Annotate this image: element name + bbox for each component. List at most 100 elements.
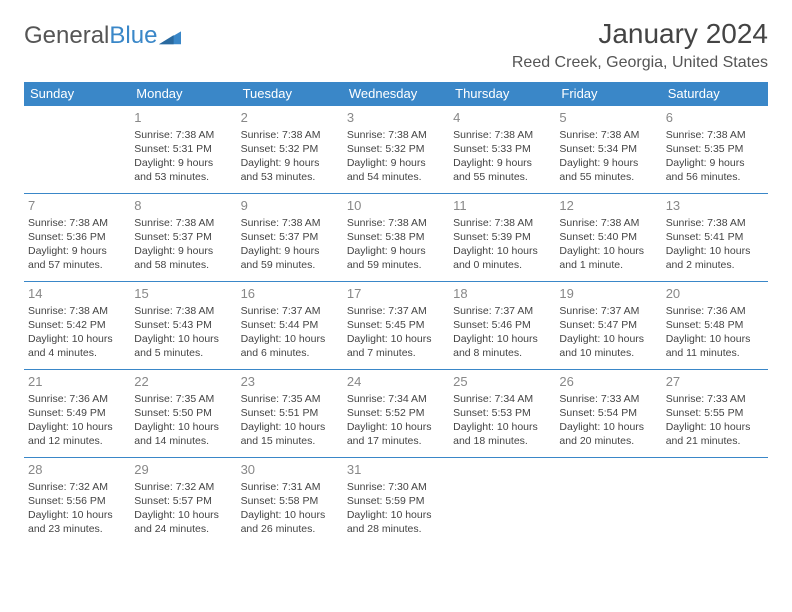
weekday-tuesday: Tuesday <box>237 82 343 106</box>
sunrise-line: Sunrise: 7:38 AM <box>134 128 232 142</box>
day-cell-21: 21Sunrise: 7:36 AMSunset: 5:49 PMDayligh… <box>24 370 130 458</box>
day-cell-1: 1Sunrise: 7:38 AMSunset: 5:31 PMDaylight… <box>130 106 236 194</box>
day-number: 20 <box>666 285 764 303</box>
day-number: 15 <box>134 285 232 303</box>
weekday-header-row: SundayMondayTuesdayWednesdayThursdayFrid… <box>24 82 768 106</box>
sunrise-line: Sunrise: 7:38 AM <box>453 216 551 230</box>
weekday-thursday: Thursday <box>449 82 555 106</box>
day-number: 31 <box>347 461 445 479</box>
day-number: 28 <box>28 461 126 479</box>
daylight-line: Daylight: 10 hours and 26 minutes. <box>241 508 339 536</box>
day-cell-26: 26Sunrise: 7:33 AMSunset: 5:54 PMDayligh… <box>555 370 661 458</box>
sunset-line: Sunset: 5:58 PM <box>241 494 339 508</box>
sunset-line: Sunset: 5:50 PM <box>134 406 232 420</box>
sunset-line: Sunset: 5:41 PM <box>666 230 764 244</box>
sunrise-line: Sunrise: 7:38 AM <box>134 216 232 230</box>
day-cell-16: 16Sunrise: 7:37 AMSunset: 5:44 PMDayligh… <box>237 282 343 370</box>
daylight-line: Daylight: 9 hours and 59 minutes. <box>241 244 339 272</box>
logo-triangle-icon <box>159 27 181 45</box>
daylight-line: Daylight: 9 hours and 53 minutes. <box>241 156 339 184</box>
daylight-line: Daylight: 10 hours and 20 minutes. <box>559 420 657 448</box>
daylight-line: Daylight: 10 hours and 11 minutes. <box>666 332 764 360</box>
logo-word2: Blue <box>109 22 157 50</box>
day-number: 27 <box>666 373 764 391</box>
calendar-row: 1Sunrise: 7:38 AMSunset: 5:31 PMDaylight… <box>24 106 768 194</box>
empty-cell <box>449 458 555 546</box>
day-number: 11 <box>453 197 551 215</box>
calendar-row: 21Sunrise: 7:36 AMSunset: 5:49 PM Dayligh… <box>24 370 768 458</box>
daylight-line: Daylight: 10 hours and 1 minute. <box>559 244 657 272</box>
daylight-line: Daylight: 10 hours and 28 minutes. <box>347 508 445 536</box>
sunrise-line: Sunrise: 7:35 AM <box>134 392 232 406</box>
day-cell-24: 24Sunrise: 7:34 AMSunset: 5:52 PMDayligh… <box>343 370 449 458</box>
day-cell-8: 8Sunrise: 7:38 AMSunset: 5:37 PMDaylight… <box>130 194 236 282</box>
day-cell-2: 2Sunrise: 7:38 AMSunset: 5:32 PMDaylight… <box>237 106 343 194</box>
sunrise-line: Sunrise: 7:32 AM <box>134 480 232 494</box>
empty-cell <box>555 458 661 546</box>
day-number: 4 <box>453 109 551 127</box>
sunset-line: Sunset: 5:37 PM <box>134 230 232 244</box>
day-number: 21 <box>28 373 126 391</box>
sunrise-line: Sunrise: 7:36 AM <box>28 392 126 406</box>
sunset-line: Sunset: 5:55 PM <box>666 406 764 420</box>
daylight-line: Daylight: 9 hours and 55 minutes. <box>559 156 657 184</box>
day-cell-7: 7Sunrise: 7:38 AMSunset: 5:36 PMDaylight… <box>24 194 130 282</box>
day-cell-22: 22Sunrise: 7:35 AMSunset: 5:50 PMDayligh… <box>130 370 236 458</box>
sunset-line: Sunset: 5:51 PM <box>241 406 339 420</box>
daylight-line: Daylight: 10 hours and 21 minutes. <box>666 420 764 448</box>
sunrise-line: Sunrise: 7:38 AM <box>134 304 232 318</box>
sunset-line: Sunset: 5:59 PM <box>347 494 445 508</box>
daylight-line: Daylight: 10 hours and 8 minutes. <box>453 332 551 360</box>
calendar-row: 28Sunrise: 7:32 AMSunset: 5:56 PMDayligh… <box>24 458 768 546</box>
daylight-line: Daylight: 10 hours and 15 minutes. <box>241 420 339 448</box>
sunset-line: Sunset: 5:49 PM <box>28 406 126 420</box>
sunrise-line: Sunrise: 7:38 AM <box>666 128 764 142</box>
day-number: 30 <box>241 461 339 479</box>
sunset-line: Sunset: 5:32 PM <box>241 142 339 156</box>
logo: GeneralBlue <box>24 18 181 50</box>
daylight-line: Daylight: 9 hours and 56 minutes. <box>666 156 764 184</box>
sunrise-line: Sunrise: 7:30 AM <box>347 480 445 494</box>
day-cell-14: 14Sunrise: 7:38 AMSunset: 5:42 PMDayligh… <box>24 282 130 370</box>
sunset-line: Sunset: 5:52 PM <box>347 406 445 420</box>
day-cell-19: 19Sunrise: 7:37 AMSunset: 5:47 PMDayligh… <box>555 282 661 370</box>
location: Reed Creek, Georgia, United States <box>512 54 768 72</box>
day-cell-5: 5Sunrise: 7:38 AMSunset: 5:34 PMDaylight… <box>555 106 661 194</box>
header: GeneralBlue January 2024 Reed Creek, Geo… <box>24 18 768 72</box>
sunrise-line: Sunrise: 7:32 AM <box>28 480 126 494</box>
day-cell-6: 6Sunrise: 7:38 AMSunset: 5:35 PMDaylight… <box>662 106 768 194</box>
day-cell-15: 15Sunrise: 7:38 AMSunset: 5:43 PMDayligh… <box>130 282 236 370</box>
sunset-line: Sunset: 5:39 PM <box>453 230 551 244</box>
sunrise-line: Sunrise: 7:37 AM <box>241 304 339 318</box>
sunset-line: Sunset: 5:36 PM <box>28 230 126 244</box>
weekday-friday: Friday <box>555 82 661 106</box>
day-number: 7 <box>28 197 126 215</box>
sunset-line: Sunset: 5:38 PM <box>347 230 445 244</box>
sunrise-line: Sunrise: 7:38 AM <box>559 128 657 142</box>
day-number: 2 <box>241 109 339 127</box>
weekday-wednesday: Wednesday <box>343 82 449 106</box>
daylight-line: Daylight: 9 hours and 59 minutes. <box>347 244 445 272</box>
day-number: 16 <box>241 285 339 303</box>
sunset-line: Sunset: 5:43 PM <box>134 318 232 332</box>
day-number: 26 <box>559 373 657 391</box>
sunset-line: Sunset: 5:48 PM <box>666 318 764 332</box>
daylight-line: Daylight: 10 hours and 4 minutes. <box>28 332 126 360</box>
day-cell-12: 12Sunrise: 7:38 AMSunset: 5:40 PMDayligh… <box>555 194 661 282</box>
sunrise-line: Sunrise: 7:38 AM <box>559 216 657 230</box>
sunrise-line: Sunrise: 7:36 AM <box>666 304 764 318</box>
daylight-line: Daylight: 10 hours and 23 minutes. <box>28 508 126 536</box>
daylight-line: Daylight: 10 hours and 10 minutes. <box>559 332 657 360</box>
day-number: 13 <box>666 197 764 215</box>
day-number: 17 <box>347 285 445 303</box>
empty-cell <box>24 106 130 194</box>
day-cell-25: 25Sunrise: 7:34 AMSunset: 5:53 PMDayligh… <box>449 370 555 458</box>
daylight-line: Daylight: 10 hours and 18 minutes. <box>453 420 551 448</box>
day-cell-31: 31Sunrise: 7:30 AMSunset: 5:59 PMDayligh… <box>343 458 449 546</box>
sunrise-line: Sunrise: 7:38 AM <box>241 216 339 230</box>
day-number: 19 <box>559 285 657 303</box>
sunset-line: Sunset: 5:34 PM <box>559 142 657 156</box>
sunrise-line: Sunrise: 7:37 AM <box>347 304 445 318</box>
day-number: 29 <box>134 461 232 479</box>
sunset-line: Sunset: 5:31 PM <box>134 142 232 156</box>
